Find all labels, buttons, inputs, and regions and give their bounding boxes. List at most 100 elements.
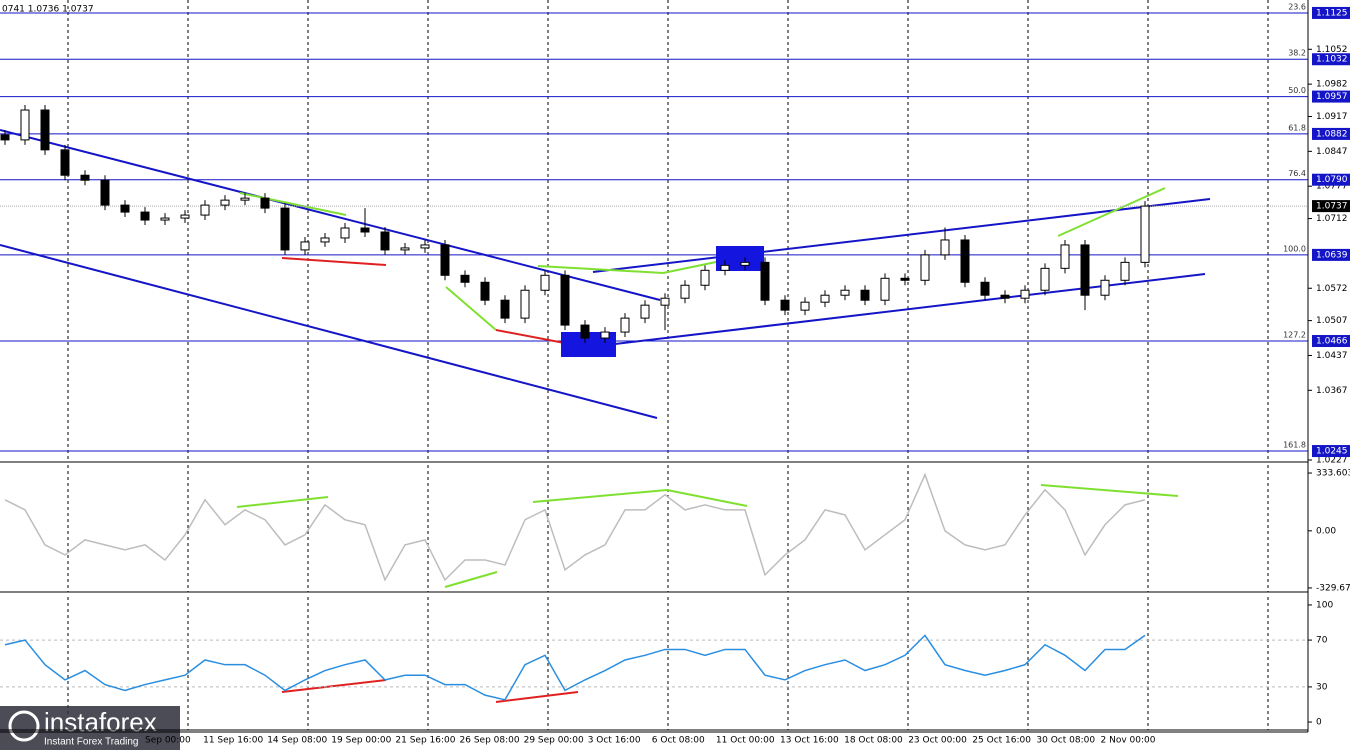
- price-tag: [1312, 200, 1350, 213]
- candle-body: [1080, 244, 1090, 296]
- candle-body: [760, 261, 770, 301]
- x-tick-label: 14 Sep 08:00: [267, 736, 327, 746]
- candle-body: [460, 274, 470, 283]
- candle-body: [840, 289, 850, 296]
- price-tag: [1312, 248, 1350, 261]
- x-tick-label: 26 Sep 08:00: [460, 736, 520, 746]
- y-tick-label: 1.1052: [1316, 45, 1348, 55]
- price-tag-label: 1.0245: [1316, 447, 1348, 457]
- y-tick-label: 1.0227: [1316, 456, 1348, 466]
- channel-line: [0, 244, 658, 419]
- fib-ratio: 76.4: [1288, 169, 1306, 178]
- candle-body: [900, 277, 910, 281]
- candle-body: [920, 254, 930, 281]
- channel-line: [0, 129, 661, 301]
- divergence-line: [239, 192, 347, 216]
- y-tick-label: 1.0847: [1316, 147, 1348, 157]
- y-tick-label: 1.0572: [1316, 284, 1348, 294]
- x-tick-label: 11 Oct 00:00: [716, 736, 775, 746]
- divergence-line: [1040, 484, 1179, 497]
- candle-body: [180, 214, 190, 219]
- price-tag-label: 1.0957: [1316, 92, 1348, 102]
- divergence-line: [495, 691, 579, 703]
- price-tag: [1312, 90, 1350, 103]
- candle-body: [1120, 261, 1130, 281]
- divergence-line: [236, 496, 329, 508]
- y-tick-label: 0.00: [1316, 526, 1336, 536]
- candle-body: [420, 244, 430, 249]
- price-tag: [1312, 127, 1350, 140]
- x-tick-label: 23 Oct 00:00: [908, 736, 967, 746]
- y-tick-label: 1.0777: [1316, 182, 1348, 192]
- x-tick-label: 19 Sep 00:00: [331, 736, 391, 746]
- x-tick-label: Sep 00:00: [145, 736, 191, 746]
- divergence-line: [532, 489, 668, 503]
- candle-body: [780, 299, 790, 311]
- x-tick-label: 18 Oct 08:00: [844, 736, 903, 746]
- y-tick-label: 100: [1316, 600, 1333, 610]
- x-tick-label: 6 Oct 08:00: [652, 736, 705, 746]
- candle-body: [380, 231, 390, 251]
- candle-body: [200, 204, 210, 216]
- candle-body: [520, 289, 530, 319]
- header: 0741 1.0736 1.0737: [2, 5, 94, 15]
- candle-body: [360, 227, 370, 233]
- fib-ratio: 38.2: [1288, 49, 1306, 58]
- candle-body: [960, 239, 970, 283]
- candle-body: [440, 244, 450, 276]
- candle-body: [140, 211, 150, 221]
- divergence-line: [1057, 187, 1166, 237]
- divergence-line: [666, 489, 748, 507]
- candle-body: [260, 197, 270, 209]
- divergence-line: [281, 679, 387, 693]
- divergence-line: [444, 571, 498, 588]
- price-tag: [1312, 445, 1350, 458]
- channel-line: [592, 198, 1211, 273]
- price-tag-label: 1.0639: [1316, 250, 1348, 260]
- x-tick-label: 25 Oct 16:00: [972, 736, 1031, 746]
- candle-body: [300, 241, 310, 251]
- y-tick-label: 70: [1316, 636, 1328, 646]
- candle-body: [700, 269, 710, 286]
- candle-body: [1040, 267, 1050, 291]
- candle-body: [1000, 294, 1010, 299]
- candle-body: [1140, 205, 1150, 263]
- price-tag: [1312, 173, 1350, 186]
- fib-ratio: 61.8: [1288, 123, 1306, 132]
- y-tick-label: 333.6036: [1316, 469, 1350, 479]
- candle-body: [500, 299, 510, 319]
- y-tick-label: -329.675: [1316, 583, 1350, 593]
- fib-ratio: 161.8: [1283, 441, 1306, 450]
- divergence-line: [281, 257, 387, 266]
- x-tick-label: 11 Sep 16:00: [203, 736, 263, 746]
- candle-body: [100, 179, 110, 206]
- price-tag-label: 1.1125: [1316, 8, 1348, 18]
- watermark-tagline: Instant Forex Trading: [44, 737, 139, 748]
- candle-body: [20, 109, 30, 141]
- current-price-label: 1.0737: [1316, 202, 1348, 212]
- candle-body: [1060, 244, 1070, 269]
- candle-body: [860, 289, 870, 301]
- y-tick-label: 1.0712: [1316, 214, 1348, 224]
- indicator-line: [4, 472, 1146, 582]
- candle-body: [660, 297, 670, 306]
- candle-body: [620, 317, 630, 333]
- watermark-logo: [8, 710, 40, 742]
- candle-body: [940, 239, 950, 256]
- candle-body: [160, 217, 170, 221]
- divergence-line: [445, 286, 497, 331]
- candle-body: [680, 284, 690, 299]
- price-tag-label: 1.0466: [1316, 337, 1348, 347]
- candle-body: [880, 277, 890, 301]
- y-tick-label: 1.0917: [1316, 112, 1348, 122]
- x-tick-label: 29 Sep 00:00: [524, 736, 584, 746]
- fib-ratio: 23.6: [1288, 2, 1306, 11]
- x-tick-label: 21 Sep 16:00: [395, 736, 455, 746]
- price-tag-label: 1.0790: [1316, 175, 1348, 185]
- price-tag-label: 1.0882: [1316, 129, 1348, 139]
- candle-body: [640, 304, 650, 319]
- candle-body: [80, 174, 90, 181]
- y-tick-label: 1.0507: [1316, 316, 1348, 326]
- trend-lines: [0, 129, 1211, 703]
